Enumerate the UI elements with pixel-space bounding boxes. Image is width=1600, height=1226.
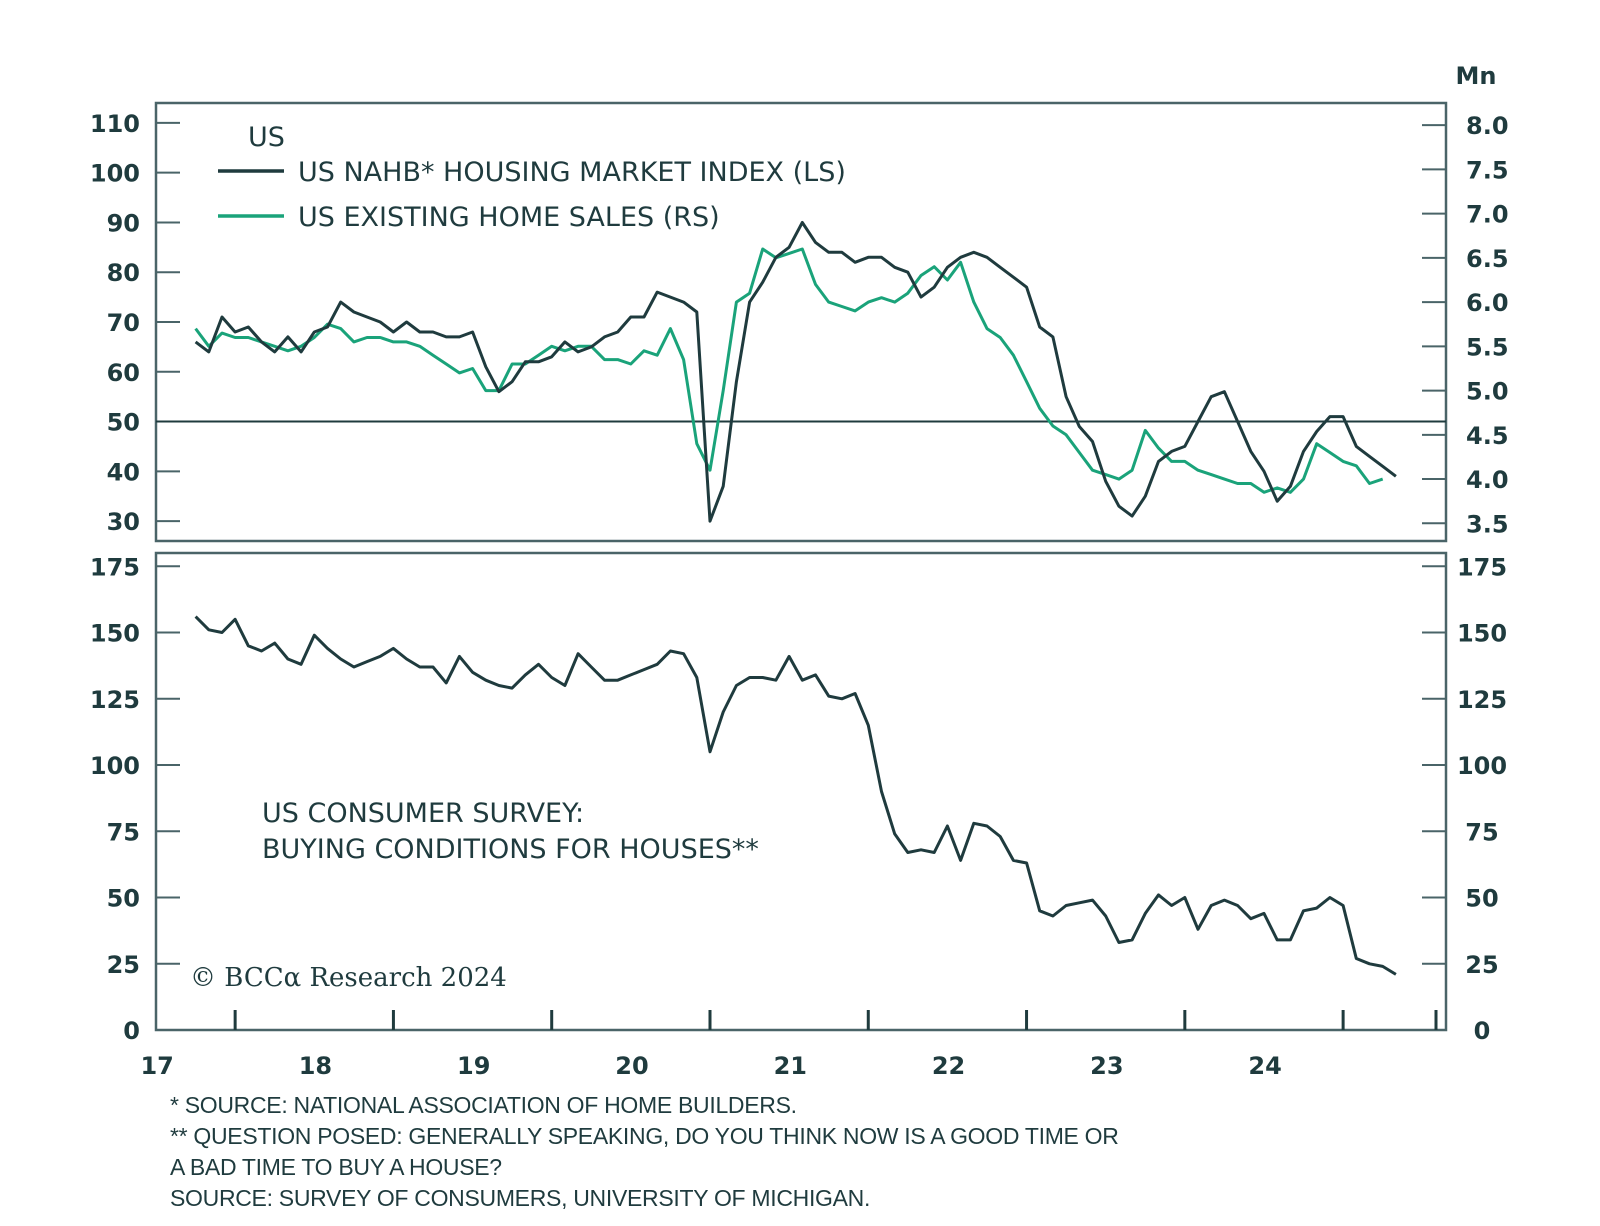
right-axis-tick-label: 3.5 xyxy=(1466,510,1509,538)
right-axis-tick-label: 5.0 xyxy=(1466,378,1509,406)
left-axis-tick-label: 100 xyxy=(90,160,140,188)
x-axis-tick-label: 23 xyxy=(1090,1052,1123,1080)
left-axis-tick-label: 0 xyxy=(123,1017,140,1045)
left-axis-tick-label: 70 xyxy=(107,309,140,337)
copyright-label: © BCCα Research 2024 xyxy=(190,963,507,993)
left-axis-tick-label: 80 xyxy=(107,259,140,287)
legend-label: US EXISTING HOME SALES (RS) xyxy=(298,202,720,233)
right-axis-tick-label: 4.0 xyxy=(1466,466,1509,494)
right-axis-tick-label: 175 xyxy=(1457,553,1507,581)
right-axis-tick-label: 4.5 xyxy=(1466,422,1509,450)
series-nahb-index xyxy=(194,221,1397,523)
right-axis-tick-label: 100 xyxy=(1457,752,1507,780)
left-axis-tick-label: 50 xyxy=(107,885,140,913)
x-axis-tick-label: 20 xyxy=(615,1052,648,1080)
right-axis-unit: Mn xyxy=(1456,62,1497,90)
top-panel: 110 100 90 80 70 60 50 40 30 8.0 7.5 7.0 6.5 6.0 5.5 5.… xyxy=(90,62,1509,543)
x-axis-tick-label: 21 xyxy=(774,1052,807,1080)
left-axis-tick-label: 50 xyxy=(107,409,140,437)
bottom-panel-title: BUYING CONDITIONS FOR HOUSES** xyxy=(262,834,759,865)
left-axis-tick-label: 90 xyxy=(107,209,140,237)
footnote-line: ** QUESTION POSED: GENERALLY SPEAKING, D… xyxy=(170,1123,1119,1149)
right-axis-tick-label: 7.0 xyxy=(1466,201,1509,229)
right-axis-tick-label: 125 xyxy=(1457,686,1507,714)
x-axis-tick-label: 24 xyxy=(1248,1052,1281,1080)
right-axis-tick-label: 0 xyxy=(1474,1017,1491,1045)
footnote-line: A BAD TIME TO BUY A HOUSE? xyxy=(170,1154,502,1180)
series-existing-home-sales xyxy=(194,247,1384,494)
right-axis-tick-label: 6.0 xyxy=(1466,289,1509,317)
right-axis-tick-label: 6.5 xyxy=(1466,245,1509,273)
left-axis-tick-label: 30 xyxy=(107,508,140,536)
top-panel-title: US xyxy=(248,122,285,153)
left-axis-tick-label: 75 xyxy=(107,818,140,846)
right-axis-tick-label: 75 xyxy=(1465,818,1498,846)
legend-label: US NAHB* HOUSING MARKET INDEX (LS) xyxy=(298,157,846,188)
x-axis-tick-label: 19 xyxy=(457,1052,490,1080)
series-buying-conditions xyxy=(194,615,1397,976)
right-axis-tick-label: 7.5 xyxy=(1466,156,1509,184)
left-axis-tick-label: 25 xyxy=(107,951,140,979)
left-axis-tick-label: 60 xyxy=(107,359,140,387)
left-axis-tick-label: 150 xyxy=(90,620,140,648)
right-axis-tick-label: 25 xyxy=(1465,951,1498,979)
bottom-panel-title: US CONSUMER SURVEY: xyxy=(262,798,584,829)
right-axis-tick-label: 50 xyxy=(1465,885,1498,913)
left-axis-tick-label: 175 xyxy=(90,553,140,581)
right-axis-tick-label: 5.5 xyxy=(1466,333,1509,361)
x-axis-tick-label: 18 xyxy=(299,1052,332,1080)
footnote-line: SOURCE: SURVEY OF CONSUMERS, UNIVERSITY … xyxy=(170,1185,871,1211)
left-axis-tick-label: 100 xyxy=(90,752,140,780)
left-axis-tick-label: 40 xyxy=(107,458,140,486)
right-axis-tick-label: 8.0 xyxy=(1466,112,1509,140)
right-axis-tick-label: 150 xyxy=(1457,620,1507,648)
left-axis-tick-label: 125 xyxy=(90,686,140,714)
bottom-panel-frame xyxy=(154,551,1448,1032)
footnote-line: * SOURCE: NATIONAL ASSOCIATION OF HOME B… xyxy=(170,1092,797,1118)
x-axis-tick-label: 17 xyxy=(140,1052,173,1080)
x-axis-tick-label: 22 xyxy=(932,1052,965,1080)
left-axis-tick-label: 110 xyxy=(90,110,140,138)
